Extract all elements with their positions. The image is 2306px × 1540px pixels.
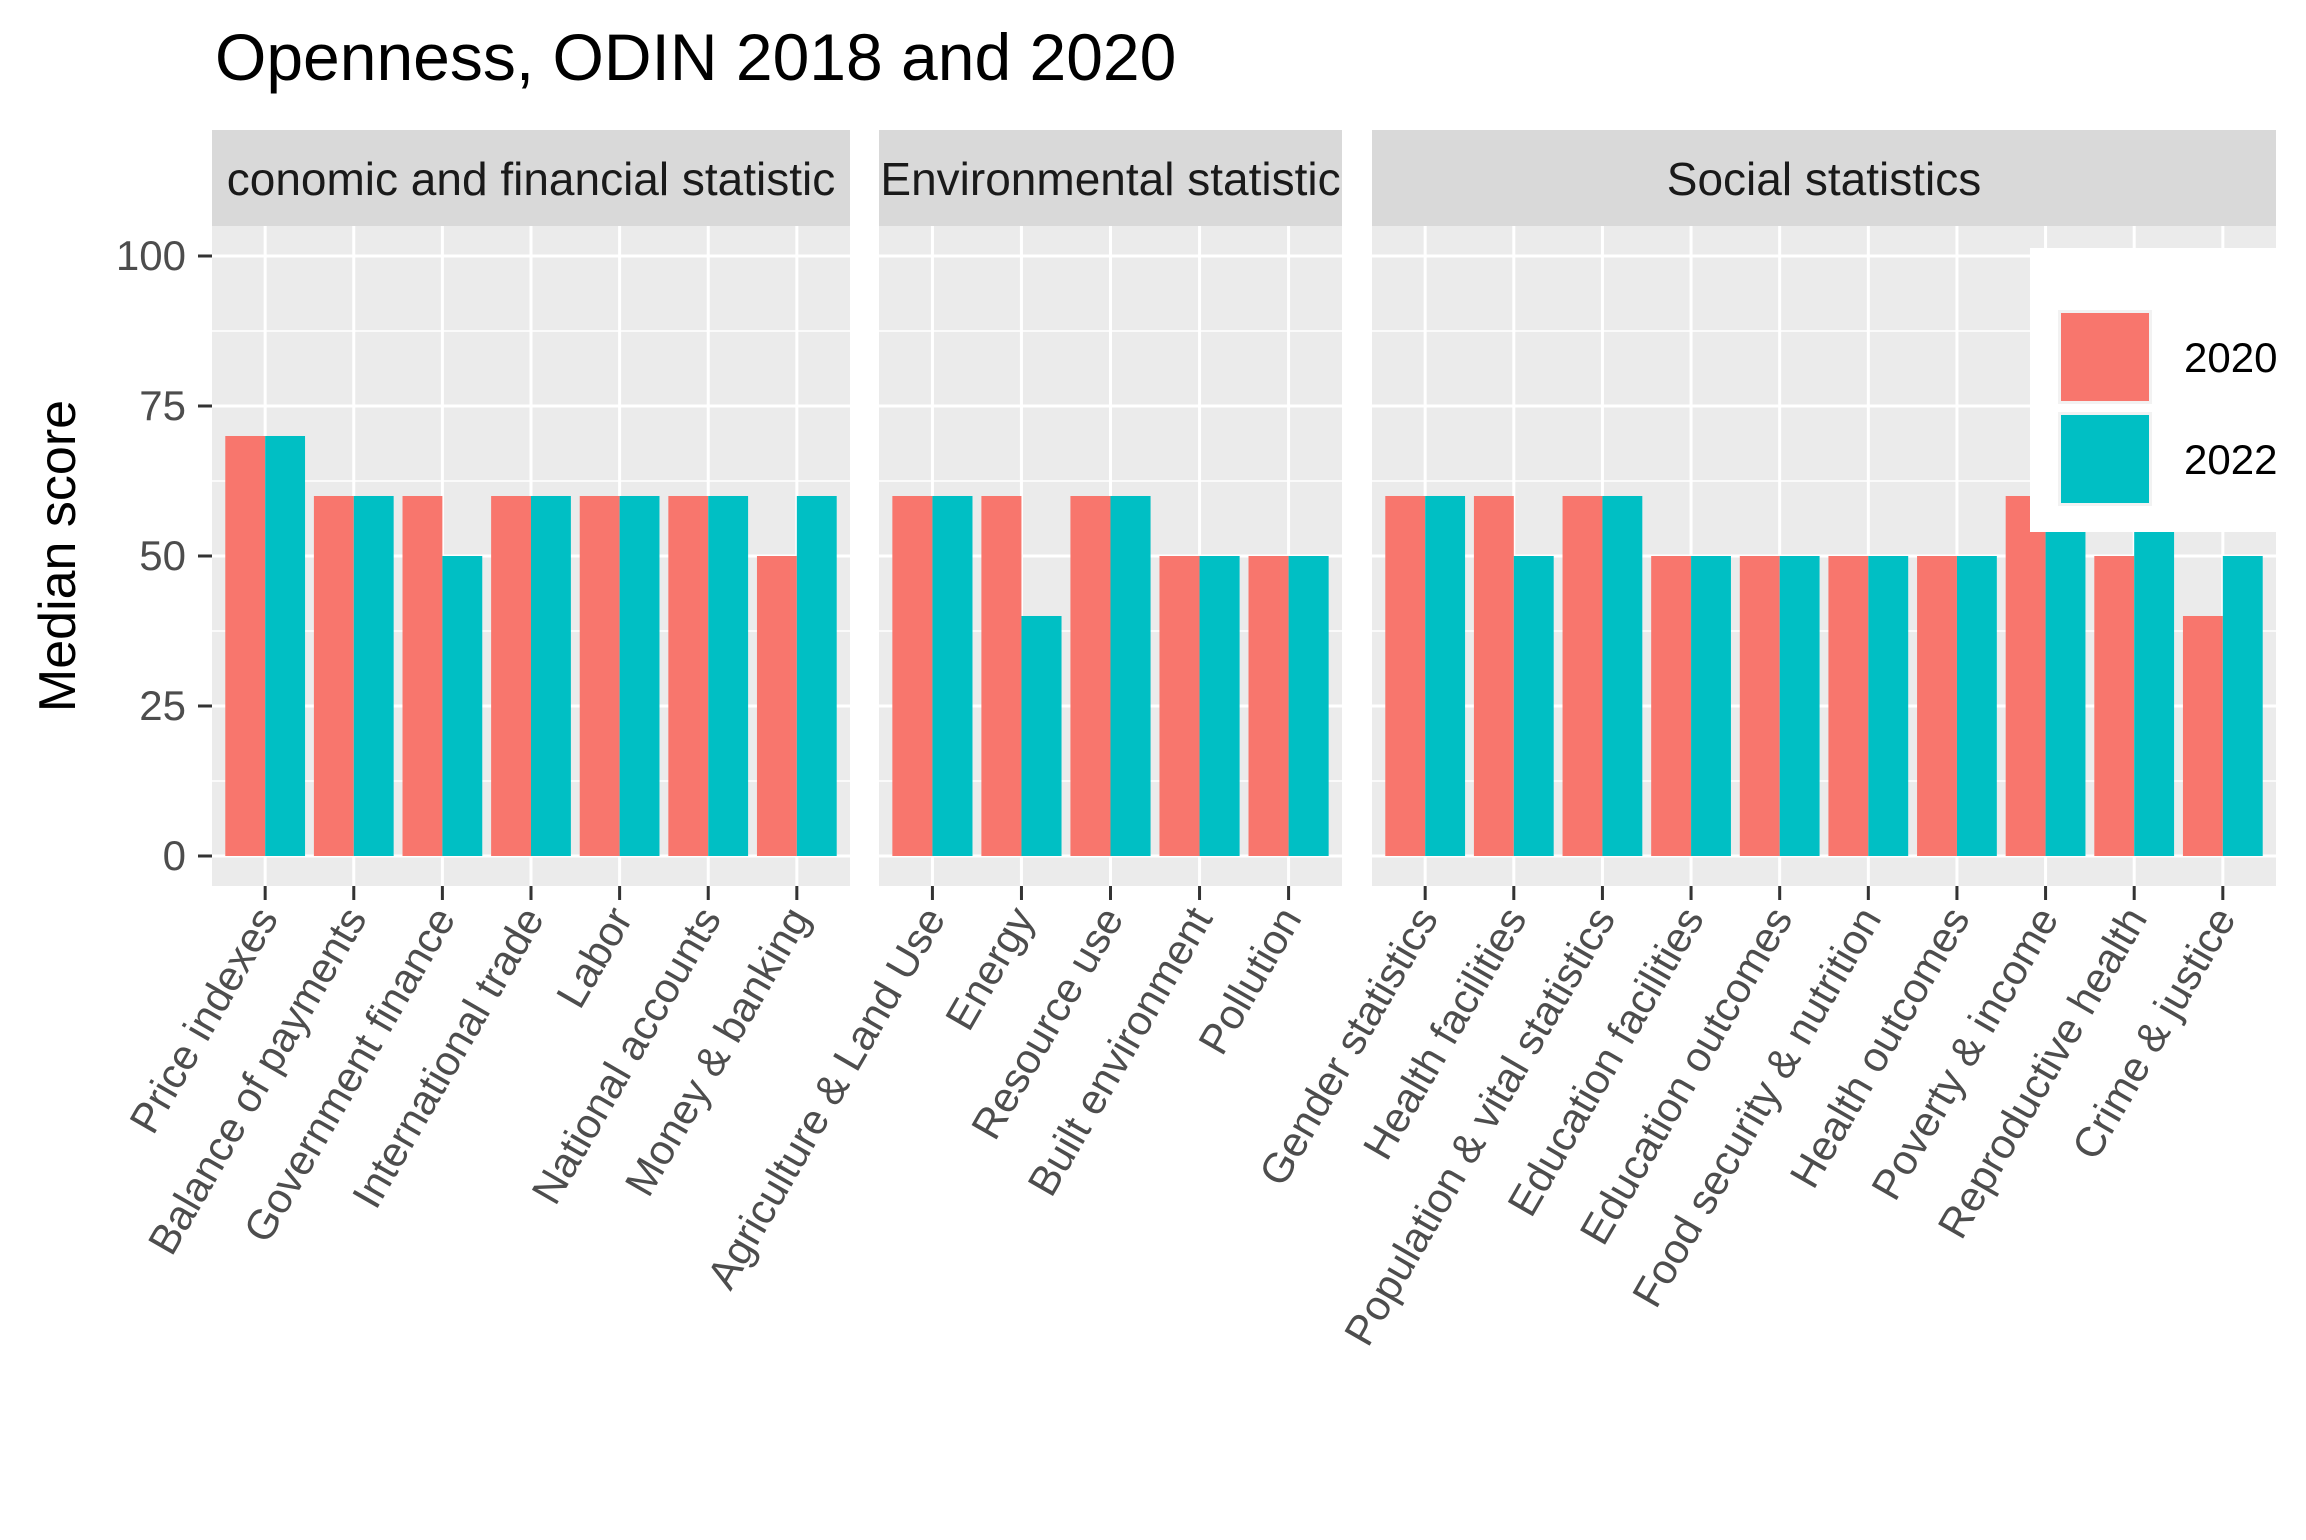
- bar-2022: [1288, 556, 1329, 856]
- bar-2022: [796, 496, 837, 856]
- bar-2022: [1779, 556, 1820, 856]
- bar-2022: [1513, 556, 1554, 856]
- bar-2020: [981, 496, 1022, 856]
- bar-2020: [892, 496, 933, 856]
- bar-2022: [2134, 496, 2175, 856]
- bar-2020: [1070, 496, 1111, 856]
- facet-strip-label: Environmental statistic: [880, 153, 1340, 205]
- facet-strip-label: Social statistics: [1667, 153, 1981, 205]
- bar-2020: [668, 496, 709, 856]
- bar-2020: [2182, 616, 2223, 856]
- bar-2020: [1917, 556, 1957, 856]
- bar-2022: [1199, 556, 1240, 856]
- bar-2020: [491, 496, 531, 856]
- bar-2022: [1602, 496, 1643, 856]
- bar-2022: [353, 496, 394, 856]
- bar-2022: [265, 436, 306, 856]
- bar-2020: [402, 496, 443, 856]
- bar-2020: [579, 496, 620, 856]
- bar-2020: [225, 436, 266, 856]
- bar-2022: [531, 496, 571, 856]
- x-tick-label: Labor: [547, 899, 641, 1016]
- bar-2020: [756, 556, 797, 856]
- y-tick-label: 100: [116, 232, 186, 279]
- bar-2020: [1248, 556, 1289, 856]
- chart-title: Openness, ODIN 2018 and 2020: [215, 20, 1176, 94]
- y-tick-label: 75: [139, 382, 186, 429]
- bar-2022: [1868, 556, 1909, 856]
- legend-key-2022: [2061, 415, 2149, 503]
- legend: 2020 2022: [2030, 248, 2306, 532]
- x-tick-label: Agriculture & Land Use: [698, 899, 955, 1297]
- legend-label: 2020: [2184, 334, 2277, 381]
- bar-2020: [2005, 496, 2046, 856]
- bar-2022: [1021, 616, 1062, 856]
- bar-2022: [708, 496, 749, 856]
- bar-2022: [2222, 556, 2263, 856]
- bar-2020: [1473, 496, 1514, 856]
- bar-2020: [1739, 556, 1780, 856]
- bar-2022: [1956, 556, 1997, 856]
- bar-2022: [1110, 496, 1151, 856]
- bar-2022: [1691, 556, 1731, 856]
- bar-2022: [442, 556, 483, 856]
- y-axis-title: Median score: [29, 400, 87, 712]
- bar-2022: [1425, 496, 1466, 856]
- bar-2022: [2045, 496, 2086, 856]
- y-tick-label: 0: [163, 832, 186, 879]
- bar-2020: [1385, 496, 1426, 856]
- bar-2020: [1159, 556, 1200, 856]
- facet-strip-label: conomic and financial statistic: [227, 153, 836, 205]
- legend-key-2020: [2061, 313, 2149, 401]
- bar-2020: [1562, 496, 1603, 856]
- facet-strip: [1372, 130, 2276, 226]
- bar-2020: [313, 496, 354, 856]
- bar-2022: [932, 496, 973, 856]
- y-tick-label: 50: [139, 532, 186, 579]
- facet-strip: [212, 130, 850, 226]
- bar-2020: [1651, 556, 1692, 856]
- y-tick-label: 25: [139, 682, 186, 729]
- bar-2020: [1828, 556, 1869, 856]
- y-axis: 0 25 50 75 100: [116, 232, 212, 879]
- legend-label: 2022: [2184, 436, 2277, 483]
- bar-2020: [2094, 556, 2135, 856]
- facet-strip: [879, 130, 1342, 226]
- bar-2022: [619, 496, 660, 856]
